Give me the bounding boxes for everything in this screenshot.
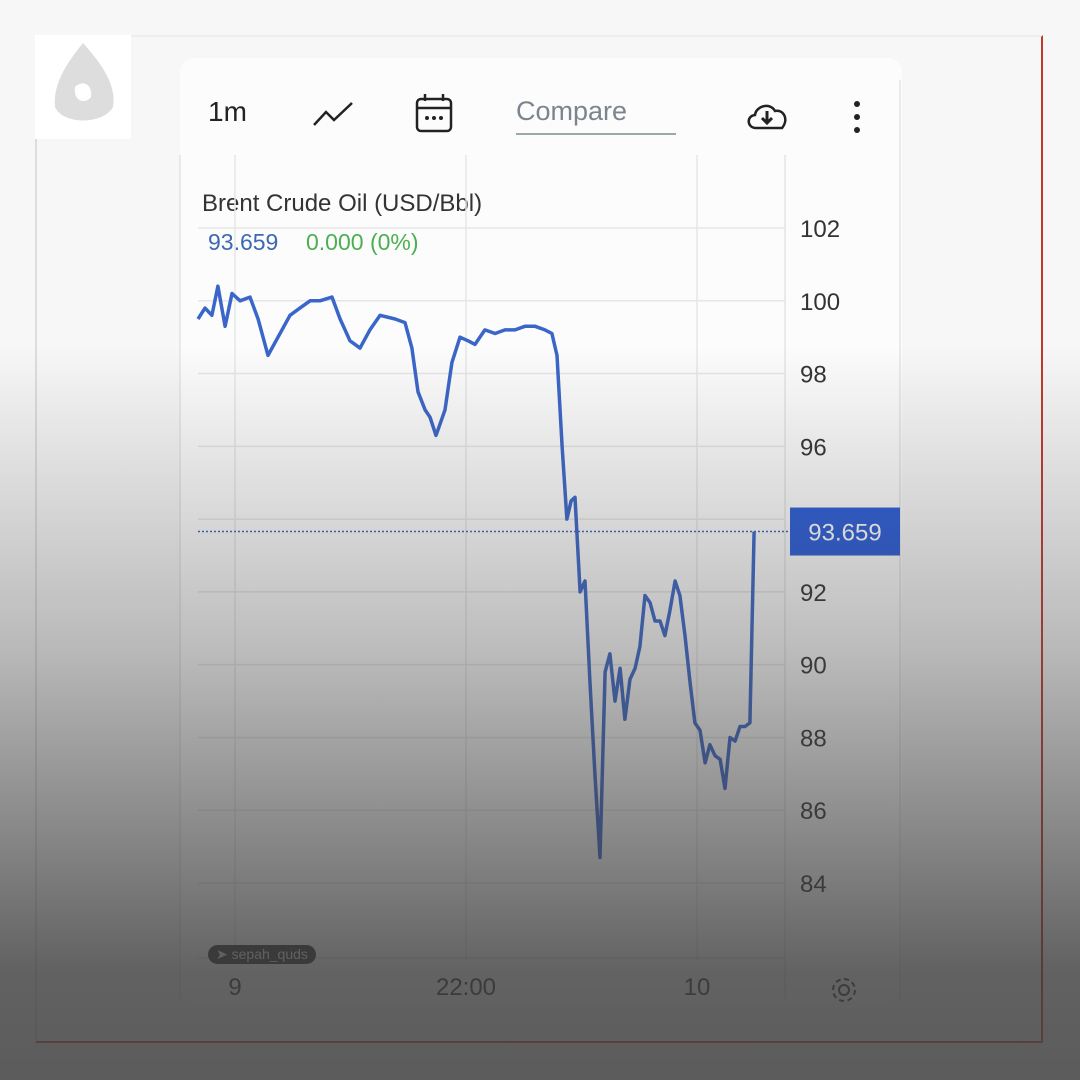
price-tag-label: 93.659 [808,520,881,547]
watermark: ➤ sepah_quds [208,945,316,964]
y-tick-label: 90 [800,653,827,680]
y-tick-label: 84 [800,871,827,898]
y-tick-label: 102 [800,216,840,243]
price-series-line [196,284,756,860]
y-tick-label: 88 [800,725,827,752]
x-tick-label: 9 [228,974,241,1001]
y-tick-label: 98 [800,362,827,389]
y-tick-label: 86 [800,798,827,825]
gear-icon[interactable] [828,974,860,1006]
telegram-icon: ➤ [216,946,232,962]
y-tick-label: 96 [800,434,827,461]
x-tick-label: 10 [684,974,711,1001]
x-tick-label: 22:00 [436,974,496,1001]
y-tick-label: 100 [800,289,840,316]
y-tick-label: 92 [800,580,827,607]
